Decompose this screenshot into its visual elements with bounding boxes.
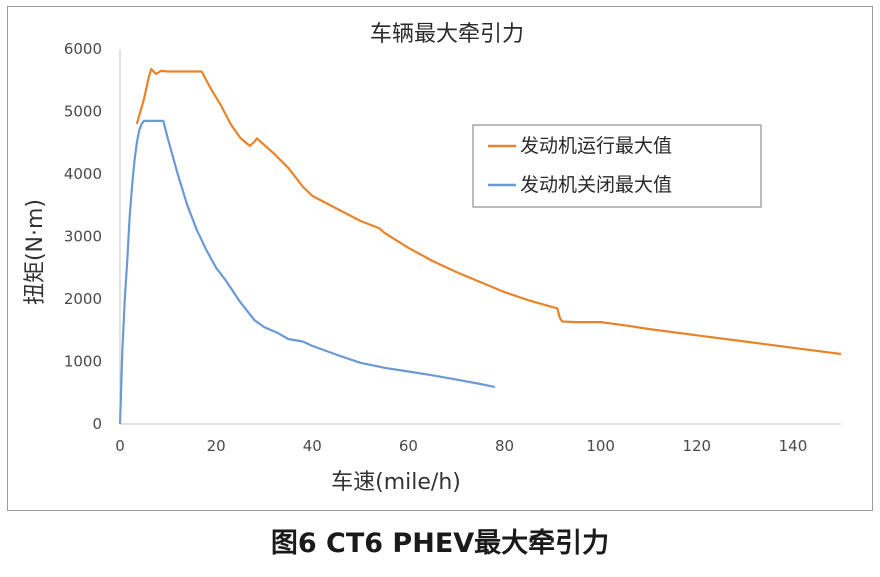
series-line-engine-off [118,119,496,425]
y-tick-label: 5000 [64,103,102,121]
y-axis-label: 扭矩(N·m) [23,199,48,305]
figure-caption: 图6 CT6 PHEV最大牵引力 [270,528,610,559]
x-axis-label: 车速(mile/h) [331,470,461,495]
line-chart: 车辆最大牵引力 0 1000 2000 3000 4000 5000 6000 0 20 40 6… [23,22,842,495]
legend-label-engine-off: 发动机关闭最大值 [520,174,672,196]
x-tick-label: 0 [115,437,125,455]
series-layer [118,67,842,425]
y-tick-label: 0 [92,415,102,433]
series-line-engine-on [135,67,842,356]
y-tick-label: 4000 [64,165,102,183]
x-tick-label: 140 [779,437,808,455]
y-tick-label: 6000 [64,40,102,58]
y-tick-label: 2000 [64,290,102,308]
y-tick-label: 1000 [64,353,102,371]
x-tick-label: 40 [303,437,322,455]
x-tick-label: 20 [207,437,226,455]
x-tick-labels: 0 20 40 60 80 100 120 140 [115,437,807,455]
chart-area: 车辆最大牵引力 0 1000 2000 3000 4000 5000 6000 0 20 40 6… [7,6,873,511]
legend-box [472,124,762,208]
x-tick-label: 60 [399,437,418,455]
legend: 发动机运行最大值 发动机关闭最大值 [472,124,762,208]
y-tick-labels: 0 1000 2000 3000 4000 5000 6000 [64,40,102,433]
x-tick-label: 120 [682,437,711,455]
y-tick-label: 3000 [64,228,102,246]
chart-title: 车辆最大牵引力 [370,22,524,47]
x-tick-label: 100 [586,437,615,455]
legend-label-engine-on: 发动机运行最大值 [520,135,672,157]
x-tick-label: 80 [495,437,514,455]
